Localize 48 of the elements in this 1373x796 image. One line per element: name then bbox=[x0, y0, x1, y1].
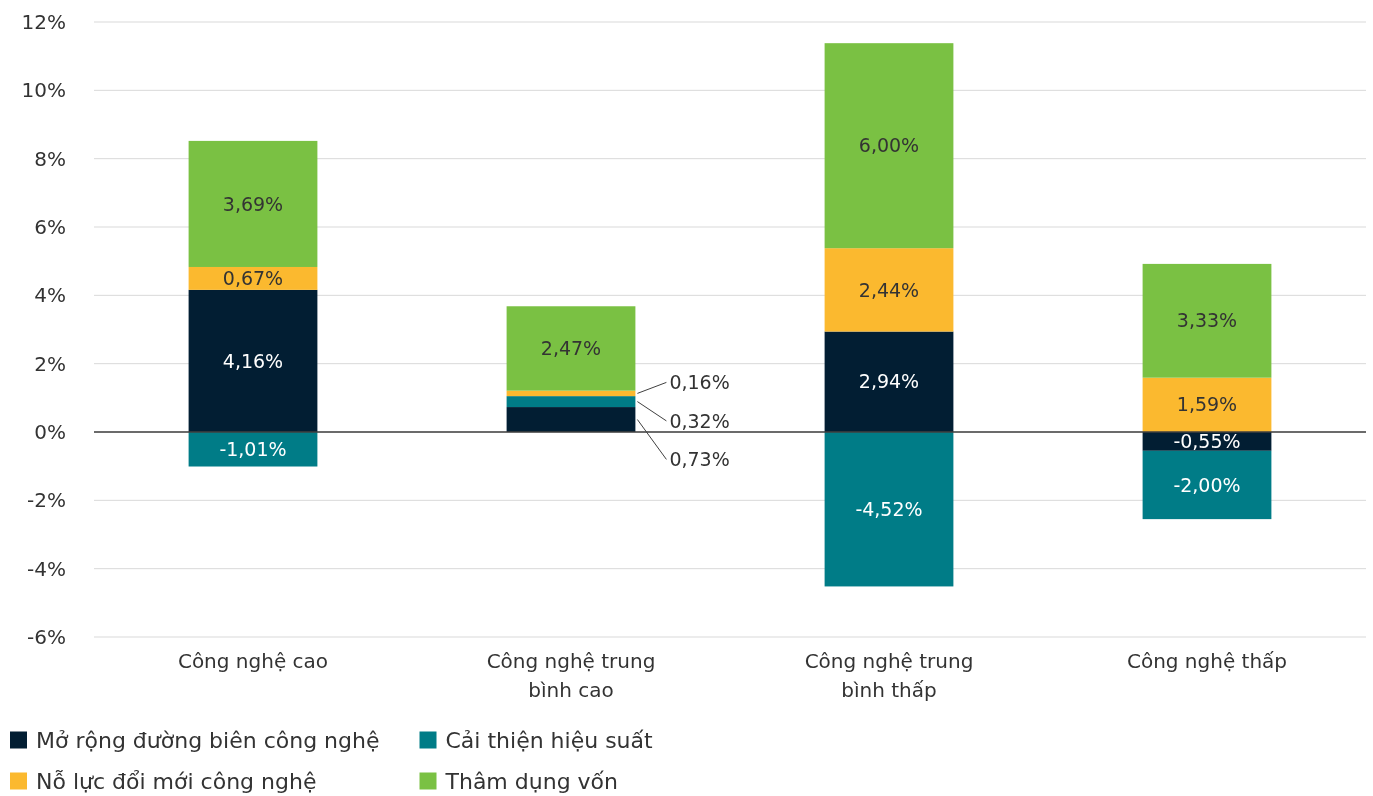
data-label: 0,67% bbox=[222, 267, 284, 290]
y-tick-label: 12% bbox=[21, 10, 66, 34]
legend-label: Thâm dụng vốn bbox=[444, 768, 619, 794]
bar bbox=[824, 248, 954, 332]
data-label: 0,73% bbox=[669, 448, 730, 471]
bar bbox=[188, 432, 318, 467]
data-label: 2,47% bbox=[540, 337, 602, 360]
legend-label: Cải thiện hiệu suất bbox=[445, 727, 654, 753]
data-label: 4,16% bbox=[222, 349, 284, 372]
data-label: 2,44% bbox=[858, 278, 920, 301]
bar bbox=[506, 396, 636, 408]
legend-label: Mở rộng đường biên công nghệ bbox=[36, 727, 380, 753]
bar bbox=[824, 43, 954, 249]
data-label: 0,32% bbox=[669, 409, 730, 432]
y-tick-label: -4% bbox=[27, 556, 66, 581]
data-label: 1,59% bbox=[1176, 393, 1238, 416]
x-tick-label: Công nghệ cao bbox=[177, 649, 329, 673]
data-label: 0,16% bbox=[669, 371, 730, 394]
data-label: -1,01% bbox=[219, 437, 287, 460]
bar bbox=[824, 331, 954, 432]
bar bbox=[1142, 450, 1272, 520]
y-tick-label: 8% bbox=[34, 146, 66, 171]
x-tick-label: Công nghệ thấp bbox=[1126, 649, 1288, 673]
y-tick-label: 6% bbox=[34, 215, 66, 239]
bar bbox=[506, 306, 636, 391]
data-label: 3,69% bbox=[222, 192, 284, 215]
x-tick-label: Công nghệ trung bình thấp bbox=[804, 649, 974, 702]
data-label: 6,00% bbox=[858, 134, 920, 157]
bar bbox=[1142, 377, 1272, 432]
y-tick-label: -6% bbox=[27, 625, 66, 649]
data-label: -2,00% bbox=[1173, 473, 1241, 496]
y-tick-label: 10% bbox=[21, 78, 66, 103]
y-tick-label: -2% bbox=[27, 488, 66, 513]
y-tick-label: 4% bbox=[34, 283, 66, 308]
y-tick-label: 2% bbox=[34, 351, 66, 376]
legend-label: Nỗ lực đổi mới công nghệ bbox=[36, 768, 317, 794]
y-tick-label: 0% bbox=[34, 420, 66, 444]
x-tick-label: Công nghệ trung bình cao bbox=[486, 649, 656, 702]
bar bbox=[824, 432, 954, 587]
data-label: -0,55% bbox=[1173, 430, 1241, 453]
bar bbox=[188, 140, 318, 267]
bar bbox=[506, 407, 636, 432]
data-label: -4,52% bbox=[855, 497, 923, 520]
data-label: 3,33% bbox=[1176, 309, 1238, 332]
bar bbox=[1142, 263, 1272, 378]
data-label: 2,94% bbox=[858, 370, 920, 393]
bar bbox=[506, 390, 636, 397]
bar bbox=[188, 289, 318, 432]
